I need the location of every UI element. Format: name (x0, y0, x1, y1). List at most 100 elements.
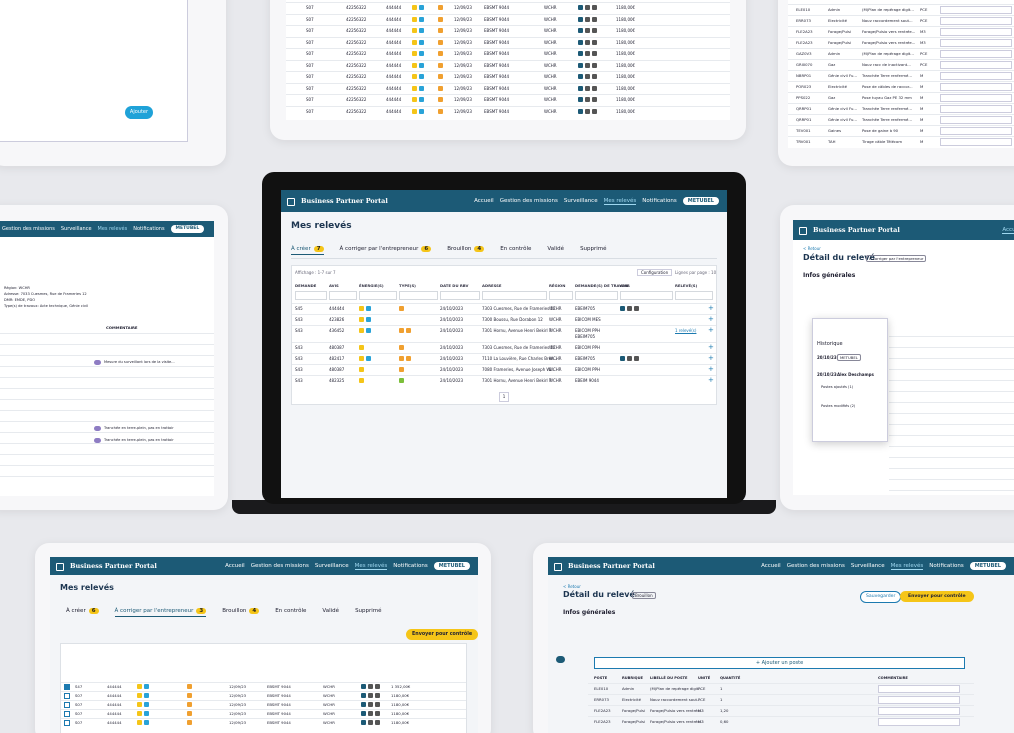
nav-item[interactable]: Mes relevés (354, 562, 388, 570)
nav-item[interactable]: Accueil (225, 563, 245, 569)
screen: S07 42256322 444444 12/09/23 EBSMT 9044 WCHR 1… (286, 0, 730, 120)
tab[interactable]: Supprimé (355, 608, 382, 617)
row-line (286, 2, 730, 3)
cell: S07 (306, 85, 314, 91)
cell: 1 (720, 686, 723, 691)
device-frame: ELE010 Admin (M)Plan de repérage digit... P… (778, 0, 1014, 166)
row-line (788, 59, 1014, 60)
tab[interactable]: À corriger par l'entrepreneur 3 (114, 608, 207, 617)
tab[interactable]: À corriger par l'entrepreneur 6 (340, 246, 432, 255)
add-row[interactable]: + Ajouter un poste (594, 657, 965, 669)
icon (585, 28, 590, 33)
cell: Nouv raccordement sout... (650, 697, 701, 702)
add-button[interactable]: Ajouter (125, 106, 153, 119)
nav-item[interactable]: Surveillance (314, 563, 349, 569)
save-button[interactable]: Sauvegarder (860, 591, 902, 603)
icon (144, 720, 149, 725)
cell: PCE (698, 697, 706, 702)
checkbox (64, 702, 70, 708)
row-line (788, 15, 1014, 16)
tab[interactable]: Brouillon 4 (447, 246, 485, 255)
send-button[interactable]: Envoyer pour contrôle (900, 591, 974, 602)
cell: 1180,00€ (616, 5, 636, 10)
tab[interactable]: Validé (547, 246, 564, 255)
cell: PCE (920, 62, 928, 67)
nav-item[interactable]: Accueil (1002, 227, 1014, 234)
icon (359, 306, 364, 311)
icon (438, 74, 443, 79)
cell: 482325 (329, 378, 345, 383)
nav-item[interactable]: Gestion des missions (250, 563, 309, 569)
nav-item[interactable]: Surveillance (563, 198, 598, 204)
user-badge[interactable]: METUBEL (682, 196, 719, 206)
row-line (788, 114, 1014, 115)
row-add: + (708, 365, 714, 373)
nav-item[interactable]: Gestion des missions (2, 226, 55, 232)
tab[interactable]: À créer 6 (66, 608, 99, 617)
user-badge: METUBEL (170, 225, 205, 233)
icon (412, 97, 417, 102)
releve-link[interactable]: 1 relevé(s) (675, 328, 697, 333)
icon (137, 720, 142, 725)
nav-item[interactable]: Mes relevés (97, 226, 128, 232)
icon (438, 108, 443, 114)
row-line (0, 410, 214, 411)
icon (137, 684, 142, 689)
nav-item[interactable]: Surveillance (850, 563, 885, 569)
cell: WCHR (323, 702, 335, 707)
cell: FLE2A23 (796, 29, 813, 34)
row-line (286, 105, 730, 107)
filter-input (549, 291, 573, 300)
row-line (292, 325, 716, 326)
icon (419, 5, 424, 10)
tab[interactable]: Supprimé (580, 246, 607, 255)
back-link: < Retour (563, 584, 581, 589)
nav-item[interactable]: Mes relevés (890, 562, 924, 570)
cell: 1 352,00€ (391, 684, 411, 689)
nav-item[interactable]: Notifications (929, 563, 964, 569)
nav-item[interactable]: Notifications (642, 198, 677, 204)
nav-item[interactable]: Surveillance (60, 226, 92, 232)
row-line (889, 336, 1014, 337)
row-add: + (708, 354, 714, 362)
device-frame: Business Partner Portal Accueil < Retour Dé… (780, 205, 1014, 510)
tab[interactable]: En contrôle (275, 608, 306, 617)
icon (144, 684, 149, 689)
nav-item[interactable]: Accueil (474, 198, 494, 204)
cell: 7301 Hornu, Avenue Henri Bekirl 7 (482, 378, 552, 383)
cell: 444444 (386, 85, 402, 91)
info-line: Région: WCHR (4, 286, 30, 290)
device-frame: Business Partner Portal Accueil Gestion de… (533, 543, 1014, 733)
nav-item[interactable]: Notifications (133, 226, 165, 232)
tab[interactable]: Validé (322, 608, 339, 617)
tab[interactable]: Brouillon 4 (222, 608, 260, 617)
column-header: RÉGION (549, 283, 566, 288)
nav-item[interactable]: Accueil (761, 563, 781, 569)
row-line (0, 366, 214, 367)
tab-count: 6 (421, 246, 432, 252)
config-button[interactable]: Configuration (637, 269, 673, 276)
cell: 0,60 (720, 719, 729, 724)
cell: Forage/Pulsio vers rentrée... (650, 708, 704, 713)
tab[interactable]: À créer 7 (291, 246, 324, 255)
icon (578, 97, 583, 102)
section-title: Infos générales (803, 272, 856, 279)
nav-item[interactable]: Gestion des missions (499, 198, 558, 204)
pagination[interactable]: 1 (499, 392, 509, 402)
nav: Accueil Gestion des missions Surveillance M… (474, 190, 719, 212)
send-button[interactable]: Envoyer pour contrôle (406, 629, 478, 640)
nav-item[interactable]: Mes relevés (603, 197, 637, 205)
nav-item[interactable]: Notifications (393, 563, 428, 569)
nav-item[interactable]: Gestion des missions (786, 563, 845, 569)
user-badge[interactable]: METUBEL (433, 561, 470, 571)
cell: 444444 (386, 39, 402, 45)
cell: S07 (75, 711, 83, 716)
icon (627, 306, 632, 311)
user-badge[interactable]: METUBEL (969, 561, 1006, 571)
cell: Gaz (828, 95, 836, 100)
cell: 444444 (386, 62, 402, 68)
tab[interactable]: En contrôle (500, 246, 531, 255)
filter-input (440, 291, 480, 300)
laptop-lid: Business Partner Portal Accueil Gestion de… (262, 172, 746, 504)
row-line (588, 694, 974, 695)
